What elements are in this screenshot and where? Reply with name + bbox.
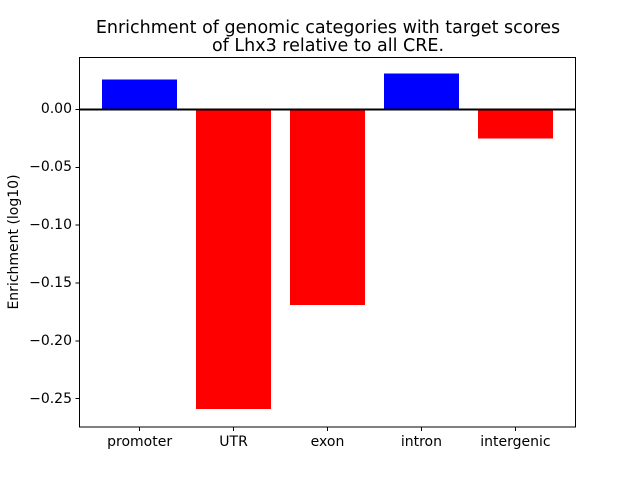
- bar-intergenic: [477, 109, 553, 139]
- x-tick-label-intergenic: intergenic: [480, 434, 551, 450]
- y-tick-label: −0.05: [29, 159, 72, 176]
- x-tick-label-exon: exon: [310, 434, 345, 450]
- bar-promoter: [102, 79, 178, 110]
- y-tick-label: −0.10: [29, 217, 72, 234]
- y-tick-label: 0.00: [40, 101, 72, 118]
- x-tick-label-promoter: promoter: [107, 434, 173, 450]
- y-tick-label: −0.25: [29, 390, 72, 407]
- x-tick-label-UTR: UTR: [219, 434, 248, 450]
- bar-UTR: [196, 109, 272, 410]
- chart-title: Enrichment of genomic categories with ta…: [95, 18, 561, 57]
- x-tick-label-intron: intron: [400, 434, 442, 450]
- bar-exon: [289, 109, 366, 305]
- y-tick-label: −0.15: [29, 274, 72, 291]
- bar-intron: [383, 73, 460, 110]
- y-tick-label: −0.20: [29, 332, 72, 349]
